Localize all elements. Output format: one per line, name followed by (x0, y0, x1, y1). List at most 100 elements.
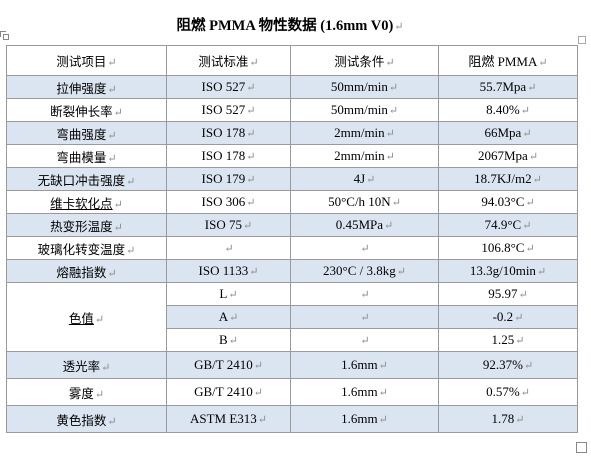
item-cell-text: 断裂伸长率 (50, 103, 113, 119)
condition-cell: ↵ (290, 236, 439, 260)
cell-mark-icon: ↵ (113, 106, 123, 119)
item-cell: 透光率↵ (6, 351, 167, 379)
cell-mark-icon: ↵ (228, 335, 238, 347)
value-cell: 55.7Mpa↵ (438, 75, 578, 99)
cell-mark-icon: ↵ (514, 312, 524, 324)
condition-cell: ↵ (290, 328, 439, 352)
standard-cell: ISO 527↵ (166, 75, 291, 99)
item-cell-text: 热变形温度 (50, 218, 113, 234)
color-label-cell-text: L (219, 286, 228, 301)
cell-mark-icon: ↵ (360, 289, 370, 301)
cell-mark-icon: ↵ (246, 197, 256, 209)
table-row: 拉伸强度↵ ISO 527↵ 50mm/min↵ 55.7Mpa↵ (6, 75, 578, 99)
standard-cell-text: ISO 1133 (198, 263, 249, 278)
standard-cell-text: ISO 306 (201, 194, 246, 209)
header-cell: 测试项目↵ (6, 45, 167, 76)
cell-mark-icon: ↵ (360, 335, 370, 347)
cell-mark-icon: ↵ (384, 220, 394, 232)
table-row: 黄色指数↵ ASTM E313↵ 1.6mm↵ 1.78↵ (6, 405, 578, 433)
header-cell-text: 测试项目 (56, 54, 107, 69)
cell-mark-icon: ↵ (224, 243, 234, 255)
cell-mark-icon: ↵ (249, 266, 259, 278)
header-cell: 阻燃 PMMA↵ (438, 45, 578, 76)
value-cell-text: 106.8°C (481, 240, 525, 255)
color-item-cell-text: 色值 (68, 310, 94, 326)
header-cell-text: 测试标准 (198, 54, 249, 69)
cell-mark-icon: ↵ (525, 243, 535, 255)
header-cell: 测试条件↵ (290, 45, 439, 76)
cell-mark-icon: ↵ (528, 151, 539, 163)
cell-mark-icon: ↵ (246, 151, 256, 163)
standard-cell-text: ISO 527 (201, 79, 246, 94)
condition-cell: ↵ (290, 282, 439, 306)
header-cell-text: 测试条件 (334, 54, 385, 69)
value-cell: 74.9°C↵ (438, 213, 578, 237)
item-cell-text: 熔融指数 (56, 264, 107, 280)
item-cell: 黄色指数↵ (6, 405, 167, 433)
cell-mark-icon: ↵ (520, 105, 530, 117)
condition-cell: 0.45MPa↵ (290, 213, 439, 237)
cell-mark-icon: ↵ (113, 198, 123, 211)
item-cell: 雾度↵ (6, 378, 167, 406)
cell-mark-icon: ↵ (360, 243, 370, 255)
value-cell: 2067Mpa↵ (438, 144, 578, 168)
value-cell-text: -0.2 (492, 309, 514, 324)
value-cell: 95.97↵ (438, 282, 578, 306)
item-cell-text: 黄色指数 (56, 412, 107, 428)
standard-cell-text: ISO 75 (204, 217, 242, 232)
item-cell-text: 无缺口冲击强度 (37, 172, 126, 188)
item-cell-text: 拉伸强度 (56, 80, 107, 96)
cell-mark-icon: ↵ (538, 57, 548, 69)
table-row: 透光率↵ GB/T 2410↵ 1.6mm↵ 92.37%↵ (6, 351, 578, 379)
value-cell: 8.40%↵ (438, 98, 578, 122)
table-row: 热变形温度 ↵ ISO 75↵ 0.45MPa↵ 74.9°C↵ (6, 213, 578, 237)
value-cell-text: 66Mpa (484, 125, 522, 140)
table-end-marker[interactable] (576, 442, 587, 453)
cell-mark-icon: ↵ (94, 388, 105, 401)
table-resize-handle[interactable] (578, 36, 586, 44)
condition-cell: ↵ (290, 305, 439, 329)
standard-cell-text: GB/T 2410 (194, 384, 253, 399)
color-label-cell: A↵ (166, 305, 291, 329)
color-subrow: A↵ ↵ -0.2↵ (7, 305, 578, 329)
item-cell: 弯曲模量↵ (6, 144, 167, 168)
condition-cell: 1.6mm↵ (290, 351, 439, 379)
value-cell: 1.78↵ (438, 405, 578, 433)
cell-mark-icon: ↵ (515, 414, 525, 426)
table-anchor-mark (0, 31, 6, 37)
cell-mark-icon: ↵ (366, 174, 376, 186)
standard-cell: ISO 1133↵ (166, 259, 291, 283)
condition-cell: 1.6mm↵ (290, 378, 439, 406)
item-cell: 拉伸强度↵ (6, 75, 167, 99)
standard-cell-text: ISO 527 (201, 102, 246, 117)
cell-mark-icon: ↵ (228, 289, 238, 301)
table-move-handle[interactable] (3, 34, 9, 40)
cell-mark-icon: ↵ (536, 266, 547, 278)
standard-cell: GB/T 2410↵ (166, 378, 291, 406)
cell-mark-icon: ↵ (253, 387, 263, 399)
item-cell-text: 透光率 (62, 358, 101, 374)
standard-cell: ↵ (166, 236, 291, 260)
value-cell: 106.8°C↵ (438, 236, 578, 260)
standard-cell: ISO 178↵ (166, 121, 291, 145)
standard-cell: ISO 75↵ (166, 213, 291, 237)
value-cell-text: 1.78 (491, 411, 515, 426)
standard-cell: ISO 178↵ (166, 144, 291, 168)
condition-cell-text: 2mm/min (334, 125, 385, 140)
cell-mark-icon: ↵ (101, 361, 111, 374)
cell-mark-icon: ↵ (107, 83, 117, 96)
value-cell: 94.03°C↵ (438, 190, 578, 214)
table-row: 玻璃化转变温度↵ ↵ ↵ 106.8°C↵ (6, 236, 578, 260)
cell-mark-icon: ↵ (229, 312, 239, 324)
cell-mark-icon: ↵ (532, 174, 542, 186)
cell-mark-icon: ↵ (527, 82, 537, 94)
value-cell-text: 0.57% (486, 384, 520, 399)
cell-mark-icon: ↵ (246, 128, 256, 140)
table-row: 维卡软化点↵ ISO 306↵ 50°C/h 10N↵ 94.03°C↵ (6, 190, 578, 214)
cell-mark-icon: ↵ (107, 415, 117, 428)
cell-mark-icon: ↵ (525, 197, 535, 209)
condition-cell-text: 50mm/min (330, 79, 388, 94)
cell-mark-icon: ↵ (378, 387, 388, 399)
condition-cell-text: 0.45MPa (335, 217, 384, 232)
table-row: 无缺口冲击强度↵ ISO 179↵ 4J↵ 18.7KJ/m2↵ (6, 167, 578, 191)
